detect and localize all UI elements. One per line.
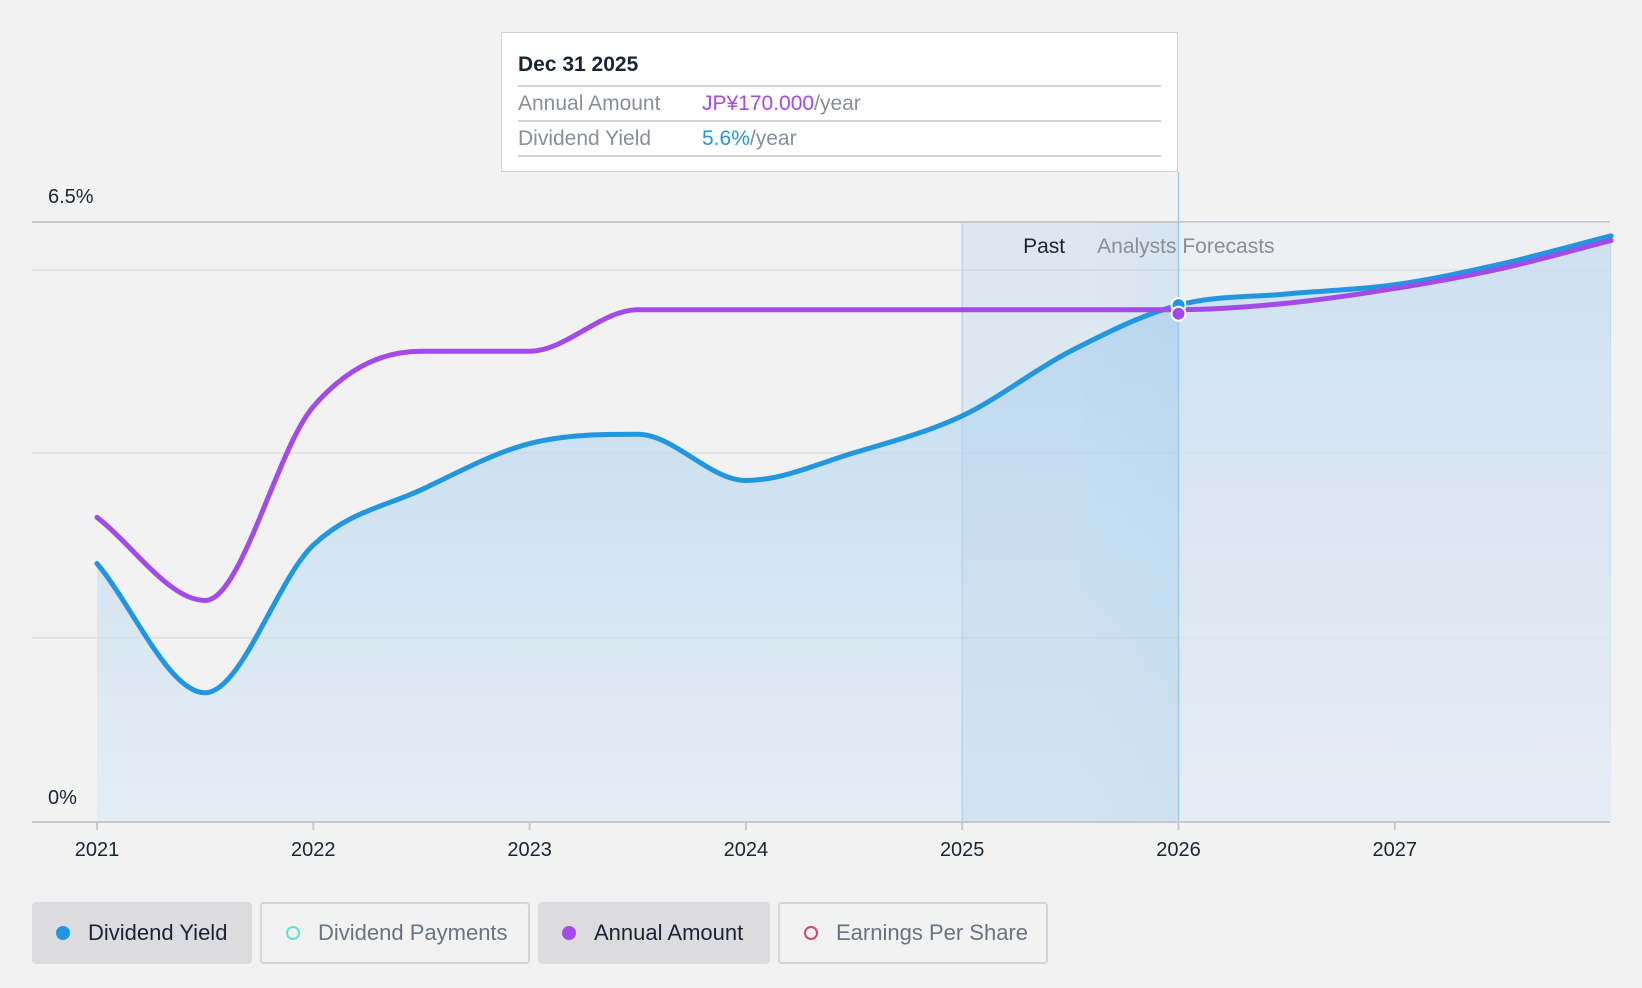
- dividend-yield-area: [97, 235, 1612, 822]
- tooltip-value: JP¥170.000: [702, 92, 815, 115]
- y-tick-label-top: 6.5%: [48, 186, 94, 208]
- x-tick-label: 2026: [1156, 839, 1201, 861]
- legend-label: Annual Amount: [594, 920, 744, 945]
- tooltip-label: Annual Amount: [518, 92, 661, 115]
- tooltip-row-annual-amount: Annual Amount JP¥170.000 /year: [518, 87, 1161, 122]
- forecast-label: Analysts Forecasts: [1097, 235, 1274, 258]
- legend-earnings-per-share-button[interactable]: Earnings Per Share: [778, 902, 1048, 964]
- x-tick-label: 2021: [75, 839, 120, 861]
- legend-label: Dividend Yield: [88, 920, 228, 945]
- past-region-shade: [962, 222, 1082, 822]
- tooltip-label: Dividend Yield: [518, 127, 652, 150]
- tooltip-value: 5.6%: [702, 127, 750, 150]
- future-region-shade: [1178, 222, 1610, 822]
- legend-dot-icon: [56, 926, 70, 940]
- legend-label: Dividend Payments: [318, 920, 508, 945]
- x-tick-label: 2027: [1373, 839, 1418, 861]
- x-tick-label: 2025: [940, 839, 985, 861]
- legend-dividend-payments-button[interactable]: Dividend Payments: [260, 902, 530, 964]
- dividend-yield-line: [94, 233, 1614, 696]
- tooltip-unit: /year: [749, 127, 797, 150]
- annual-amount-line: [94, 237, 1614, 603]
- tooltip-row-dividend-yield: Dividend Yield 5.6% /year: [518, 122, 1161, 157]
- legend-annual-amount-button[interactable]: Annual Amount: [538, 902, 770, 964]
- legend-dot-icon: [286, 926, 300, 940]
- chart-tooltip: Dec 31 2025 Annual Amount JP¥170.000 /ye…: [501, 32, 1178, 172]
- legend-label: Earnings Per Share: [836, 920, 1028, 945]
- past-label: Past: [1023, 235, 1065, 258]
- legend-dot-icon: [562, 926, 576, 940]
- y-tick-label-bottom: 0%: [48, 787, 77, 809]
- tooltip-unit: /year: [814, 92, 861, 115]
- annual-amount-marker: [1170, 305, 1187, 322]
- x-tick-label: 2022: [291, 839, 336, 861]
- x-tick-label: 2023: [507, 839, 552, 861]
- tooltip-date: Dec 31 2025: [518, 33, 1161, 87]
- x-tick-label: 2024: [724, 839, 769, 861]
- legend-dividend-yield-button[interactable]: Dividend Yield: [32, 902, 252, 964]
- legend-dot-icon: [804, 926, 818, 940]
